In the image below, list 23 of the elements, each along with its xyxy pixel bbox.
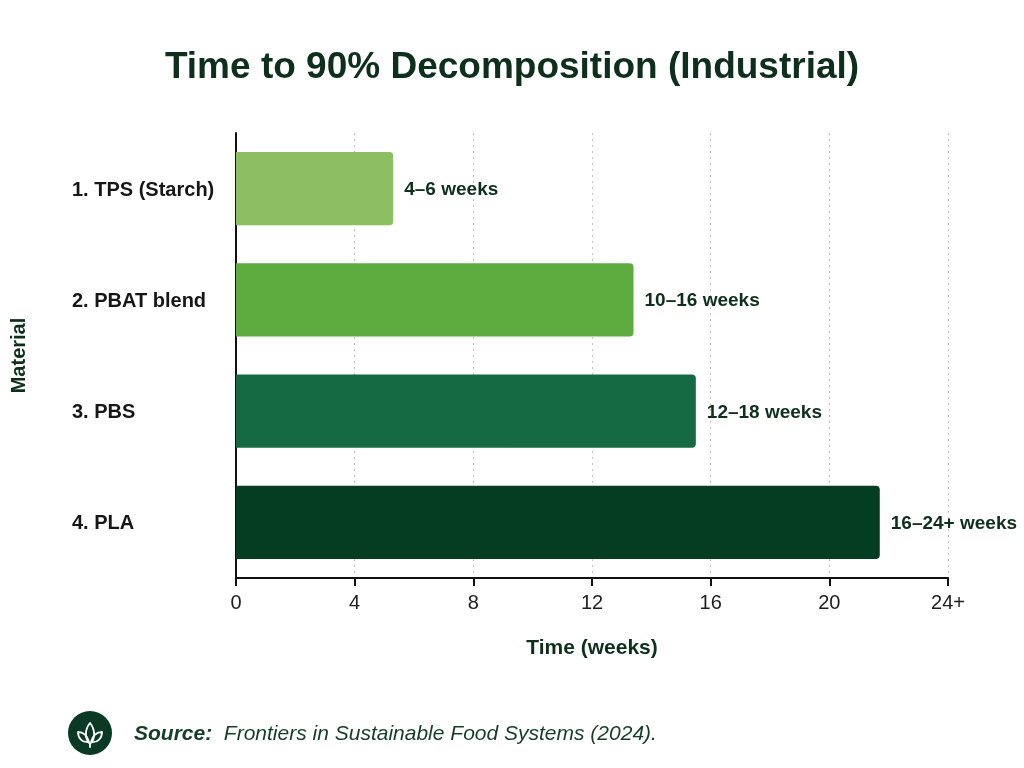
y-tick-label: 3. PBS [72, 400, 136, 423]
x-tick-label: 4 [349, 591, 361, 613]
source-note: Source: Frontiers in Sustainable Food Systems (2024). [134, 721, 657, 745]
chart-title: Time to 90% Decomposition (Industrial) [164, 45, 860, 86]
data-label: 12–18 weeks [706, 400, 823, 422]
x-tick-label: 0 [230, 591, 242, 613]
y-axis-title: Material [7, 317, 29, 394]
bar [236, 374, 696, 448]
x-tick-label: 20 [818, 591, 841, 613]
data-label: 16–24+ weeks [890, 511, 1018, 533]
y-tick-label: 2. PBAT blend [72, 288, 207, 311]
x-axis-title: Time (weeks) [526, 635, 658, 658]
x-tick-label: 8 [467, 591, 479, 613]
y-tick-label: 1. TPS (Starch) [72, 177, 215, 200]
data-label: 4–6 weeks [404, 178, 499, 200]
data-label: 10–16 weeks [644, 289, 760, 311]
bar [236, 485, 880, 560]
y-tick-label: 4. PLA [72, 511, 135, 534]
x-tick-label: 16 [699, 591, 722, 613]
bar [236, 151, 394, 226]
bar [236, 263, 634, 337]
x-tick-label: 12 [580, 591, 604, 613]
x-tick-label: 24+ [931, 591, 965, 613]
